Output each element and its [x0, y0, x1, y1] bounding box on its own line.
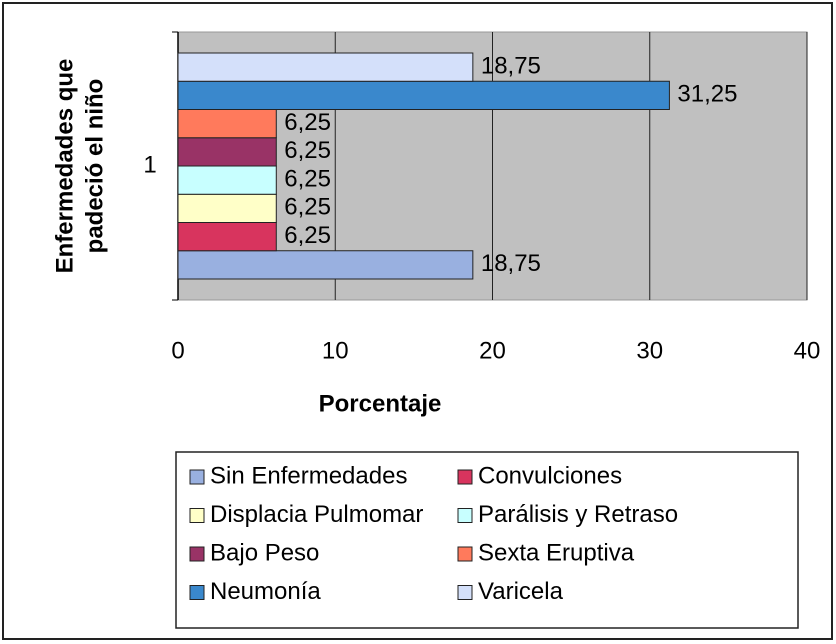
bar: [177, 52, 474, 82]
legend-label: Sin Enfermedades: [210, 462, 407, 489]
legend-label: Bajo Peso: [210, 539, 319, 566]
data-label: 18,75: [481, 250, 541, 277]
legend-swatch: [457, 469, 473, 485]
legend-swatch: [457, 546, 473, 562]
data-label: 31,25: [677, 81, 737, 108]
legend-label: Parálisis y Retraso: [478, 501, 678, 528]
legend: [175, 451, 799, 629]
x-axis-title: Porcentaje: [319, 390, 442, 417]
data-label: 6,25: [284, 222, 331, 249]
legend-swatch: [189, 546, 205, 562]
data-label: 6,25: [284, 194, 331, 221]
legend-swatch: [189, 585, 205, 600]
x-tick-label: 20: [479, 337, 506, 364]
legend-swatch: [457, 508, 473, 523]
x-tick-label: 0: [171, 337, 184, 364]
y-axis-title: padeció el niño: [81, 79, 108, 254]
x-tick-label: 40: [794, 337, 821, 364]
bar: [177, 222, 277, 252]
data-label: 6,25: [284, 165, 331, 192]
data-label: 18,75: [481, 52, 541, 79]
legend-label: Sexta Eruptiva: [478, 539, 635, 566]
legend-label: Varicela: [478, 578, 564, 605]
x-tick-label: 30: [636, 337, 663, 364]
bar: [177, 137, 277, 167]
legend-label: Displacia Pulmomar: [210, 501, 423, 528]
bar: [177, 80, 670, 110]
legend-swatch: [457, 585, 473, 600]
x-tick-label: 10: [322, 337, 349, 364]
legend-swatch: [189, 508, 205, 523]
data-label: 6,25: [284, 137, 331, 164]
bar: [177, 193, 277, 223]
y-tick-label: 1: [143, 151, 156, 178]
bar: [177, 250, 474, 280]
legend-swatch: [189, 469, 205, 485]
legend-label: Convulciones: [478, 462, 622, 489]
legend-label: Neumonía: [210, 578, 321, 605]
y-axis-title: Enfermedades que: [51, 59, 78, 274]
bar: [177, 165, 277, 195]
data-label: 6,25: [284, 109, 331, 136]
bar: [177, 109, 277, 139]
